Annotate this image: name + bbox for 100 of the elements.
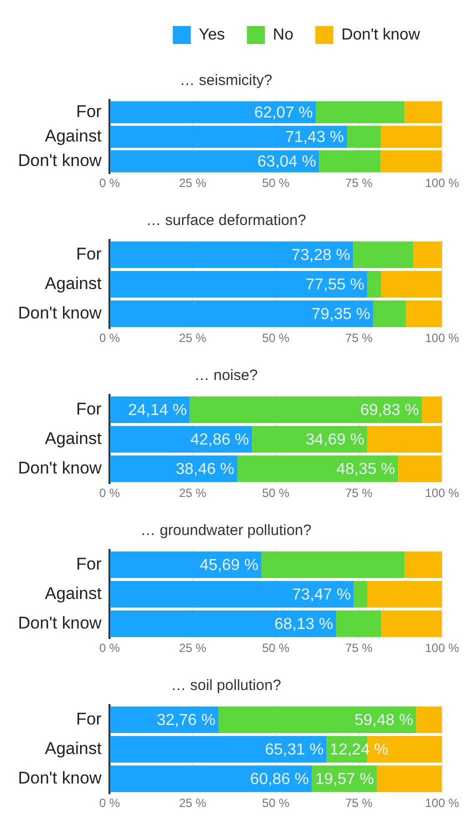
x-tick-label: 50 % xyxy=(262,641,290,656)
bar xyxy=(406,300,442,328)
chart-title: … groundwater pollution? xyxy=(140,522,312,540)
data-label: 45,69 % xyxy=(200,557,258,574)
data-label: 79,35 % xyxy=(312,306,370,324)
bar xyxy=(110,766,312,792)
y-tick-label: Don't know xyxy=(18,458,102,478)
bar xyxy=(367,271,381,298)
data-label: 65,31 % xyxy=(264,742,324,759)
x-tick-label: 75 % xyxy=(345,796,373,810)
bar xyxy=(398,456,442,482)
bar xyxy=(110,150,320,172)
x-tick-label: 0 % xyxy=(99,331,120,346)
legend-label: No xyxy=(272,26,294,44)
bar xyxy=(381,271,442,298)
bar xyxy=(110,551,262,578)
bar xyxy=(347,126,381,148)
data-label: 71,43 % xyxy=(285,129,344,146)
data-label: 59,48 % xyxy=(354,712,414,730)
y-tick-label: For xyxy=(76,399,102,418)
y-tick-label: Don't know xyxy=(18,768,102,788)
bar xyxy=(110,126,348,148)
bar xyxy=(110,610,336,638)
chart-title: … soil pollution? xyxy=(170,677,282,694)
x-tick-label: 75 % xyxy=(345,331,373,346)
bar xyxy=(110,581,354,608)
bar xyxy=(404,101,442,124)
bar xyxy=(110,241,354,268)
data-label: 60,86 % xyxy=(250,771,309,788)
legend-label: Yes xyxy=(198,26,225,44)
bar xyxy=(110,426,252,453)
x-tick-label: 100 % xyxy=(424,331,460,346)
y-tick-label: For xyxy=(76,244,102,264)
bar xyxy=(261,551,405,578)
data-label: 77,55 % xyxy=(306,276,364,294)
bar xyxy=(376,766,442,792)
chart-title: … noise? xyxy=(194,367,258,384)
y-tick-label: Don't know xyxy=(18,304,102,323)
data-label: 38,46 % xyxy=(176,461,234,478)
x-tick-label: 0 % xyxy=(99,176,120,190)
y-tick-label: Don't know xyxy=(18,151,102,170)
legend-label: Don't know xyxy=(341,26,420,44)
x-tick-label: 100 % xyxy=(424,796,460,810)
chart-title: … seismicity? xyxy=(180,72,272,90)
bar xyxy=(416,706,442,734)
data-label: 42,86 % xyxy=(190,432,250,449)
y-tick-label: Against xyxy=(44,584,102,603)
x-tick-label: 25 % xyxy=(178,641,207,656)
data-label: 34,69 % xyxy=(306,432,364,449)
bar xyxy=(404,551,442,578)
data-label: 73,28 % xyxy=(291,247,350,264)
x-tick-label: 100 % xyxy=(424,486,460,500)
x-tick-label: 75 % xyxy=(345,486,373,500)
x-tick-label: 50 % xyxy=(262,331,290,346)
bar xyxy=(354,581,368,608)
bar xyxy=(367,581,442,608)
bar xyxy=(110,271,368,298)
bar xyxy=(110,101,316,124)
bar xyxy=(353,241,414,268)
x-tick-label: 0 % xyxy=(99,796,120,810)
data-label: 32,76 % xyxy=(156,712,216,730)
bar xyxy=(316,101,405,124)
bar xyxy=(110,456,238,482)
y-tick-label: Against xyxy=(44,738,102,758)
bar xyxy=(218,706,416,734)
data-label: 68,13 % xyxy=(274,616,334,634)
x-tick-label: 0 % xyxy=(99,641,120,656)
data-label: 19,57 % xyxy=(315,771,374,788)
x-tick-label: 25 % xyxy=(178,796,207,810)
data-label: 63,04 % xyxy=(257,154,316,171)
y-tick-label: For xyxy=(76,102,102,121)
y-tick-label: Against xyxy=(44,126,102,146)
chart-title: … surface deformation? xyxy=(146,212,306,230)
y-tick-label: Don't know xyxy=(18,614,102,633)
bar xyxy=(110,300,374,328)
x-tick-label: 50 % xyxy=(262,176,290,190)
x-tick-label: 25 % xyxy=(178,331,207,346)
bar xyxy=(110,736,327,763)
x-tick-label: 100 % xyxy=(424,641,460,656)
bar xyxy=(319,150,381,172)
bar xyxy=(380,126,442,148)
x-tick-label: 50 % xyxy=(262,796,290,810)
bar xyxy=(422,396,442,424)
bar xyxy=(380,150,442,172)
bar xyxy=(367,426,442,453)
x-tick-label: 25 % xyxy=(178,176,207,190)
x-tick-label: 100 % xyxy=(424,176,460,190)
bar xyxy=(252,426,368,453)
data-label: 62,07 % xyxy=(254,104,313,122)
bar xyxy=(190,396,422,424)
x-tick-label: 75 % xyxy=(345,176,373,190)
bar xyxy=(381,610,442,638)
data-label: 48,35 % xyxy=(336,461,396,478)
y-tick-label: For xyxy=(76,554,102,574)
bar xyxy=(373,300,406,328)
bar xyxy=(336,610,382,638)
data-label: 24,14 % xyxy=(128,402,187,420)
bar xyxy=(237,456,398,482)
x-tick-label: 0 % xyxy=(99,486,120,500)
x-tick-label: 50 % xyxy=(262,486,290,500)
